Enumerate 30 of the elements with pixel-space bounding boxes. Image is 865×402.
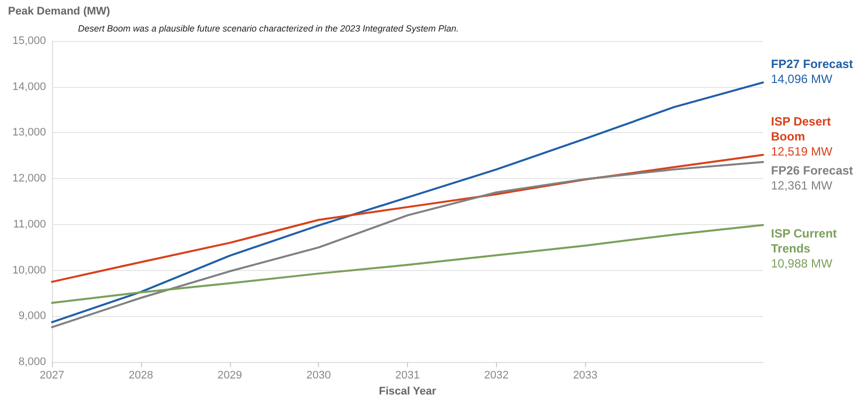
x-axis-title: Fiscal Year bbox=[378, 386, 437, 398]
series-label: ISP Desert Boom bbox=[771, 114, 834, 144]
y-tick-label: 15,000 bbox=[12, 35, 46, 47]
y-tick-label: 8,000 bbox=[18, 356, 46, 368]
x-tick-label: 2033 bbox=[573, 370, 598, 382]
data-label: 10,988 MW bbox=[771, 256, 834, 271]
series-label: FP27 Forecast bbox=[771, 56, 854, 71]
x-tick-label: 2027 bbox=[40, 370, 64, 382]
text: Desert Boom was a plausible future scenario characterized in the 2023 Integrated System Plan. bbox=[78, 24, 459, 34]
x-tick-label: 2031 bbox=[395, 370, 420, 382]
x-tick-label: 2030 bbox=[306, 370, 331, 382]
y-tick-label: 9,000 bbox=[18, 310, 46, 322]
y-axis-title: Peak Demand (MW) bbox=[8, 6, 110, 18]
line-series bbox=[51, 224, 764, 304]
data-label: 12,519 MW bbox=[771, 144, 834, 158]
data-label: 14,096 MW bbox=[771, 72, 834, 86]
data-label: 12,361 MW bbox=[771, 178, 834, 193]
line-series bbox=[51, 81, 764, 324]
x-tick-label: 2032 bbox=[484, 370, 509, 382]
y-tick-label: 10,000 bbox=[12, 264, 46, 276]
x-tick-label: 2029 bbox=[218, 370, 242, 382]
y-tick-label: 12,000 bbox=[12, 172, 46, 185]
line-series bbox=[51, 154, 764, 283]
y-tick-label: 14,000 bbox=[12, 80, 46, 93]
series-label: FP26 Forecast bbox=[771, 164, 854, 178]
line-series bbox=[51, 161, 764, 328]
series-label: ISP Current Trends bbox=[771, 226, 840, 256]
y-tick-label: 11,000 bbox=[13, 218, 46, 230]
y-tick-label: 13,000 bbox=[12, 126, 46, 139]
x-tick-label: 2028 bbox=[128, 370, 154, 382]
